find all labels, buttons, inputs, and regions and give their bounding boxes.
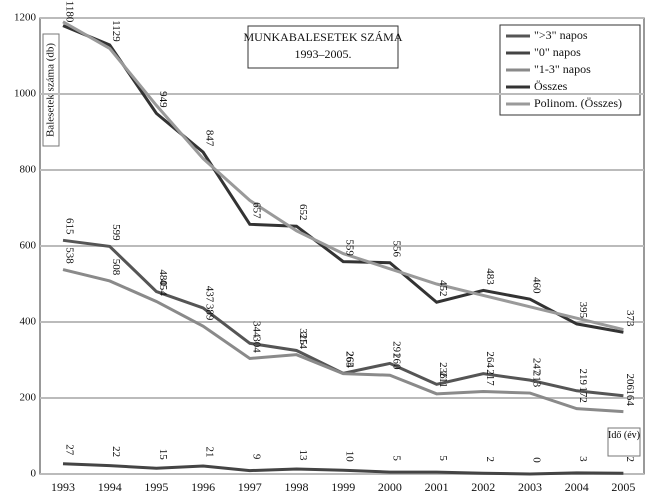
data-label: 483	[484, 268, 496, 285]
series-line	[62, 268, 624, 414]
data-label: 247	[530, 358, 542, 375]
x-tick-label: 1994	[98, 480, 122, 494]
x-tick-label: 2003	[518, 480, 542, 494]
x-tick-label: 1993	[51, 480, 75, 494]
data-label: 206	[624, 373, 636, 390]
y-label-box	[42, 33, 60, 147]
data-label: 344	[250, 321, 262, 338]
y-axis-label: Balesetek száma (db)	[45, 43, 57, 137]
data-label: 2	[624, 456, 636, 462]
chart-subtitle: 1993–2005.	[295, 47, 352, 61]
data-label: 949	[157, 91, 169, 108]
y-tick-label: 0	[31, 468, 37, 480]
data-label: 657	[250, 202, 262, 219]
legend-label: "1-3" napos	[534, 62, 591, 76]
data-label: 847	[204, 130, 216, 147]
legend-label: Összes	[534, 79, 568, 93]
data-label: 211	[437, 372, 449, 388]
data-label: 1129	[110, 20, 122, 42]
data-label: 22	[110, 446, 122, 457]
series-line	[62, 462, 624, 476]
x-label-wrap: Idő (év)	[608, 430, 640, 441]
data-label: 304	[250, 336, 262, 353]
data-label: 437	[204, 286, 216, 303]
data-label: 373	[624, 310, 636, 327]
data-label: 556	[390, 240, 402, 257]
data-label: 264	[484, 351, 496, 368]
data-label: 452	[437, 280, 449, 297]
y-tick-label: 800	[20, 164, 37, 176]
x-tick-label: 1995	[144, 480, 168, 494]
series-line	[62, 20, 624, 332]
x-tick-label: 1999	[331, 480, 355, 494]
data-label: 599	[110, 224, 122, 241]
data-label: 0	[530, 457, 542, 463]
data-label: 325	[297, 328, 309, 345]
data-label: 10	[344, 451, 356, 463]
x-tick-label: 2004	[565, 480, 589, 494]
x-tick-label: 2001	[425, 480, 449, 494]
y-tick-label: 1000	[14, 88, 37, 100]
data-label: 1180	[63, 1, 75, 23]
data-label: 395	[577, 302, 589, 319]
data-label: 538	[63, 247, 75, 264]
data-label: 3	[577, 456, 589, 462]
data-label: 508	[110, 259, 122, 276]
title-box	[247, 25, 399, 69]
data-label: 264	[344, 351, 356, 368]
x-tick-label: 1998	[285, 480, 309, 494]
legend-label: "0" napos	[534, 45, 581, 59]
data-label: 164	[624, 389, 636, 406]
data-label: 15	[157, 449, 169, 461]
y-tick-label: 200	[20, 392, 37, 404]
x-tick-label: 2002	[471, 480, 495, 494]
data-label: 213	[530, 371, 542, 388]
data-label: 460	[530, 277, 542, 294]
data-label: 559	[344, 239, 356, 256]
data-label: 265	[344, 351, 356, 368]
legend-label: ">3" napos	[534, 28, 588, 42]
data-label: 219	[577, 369, 589, 386]
chart-title: MUNKABALESETEK SZÁMA	[244, 30, 403, 44]
x-tick-label: 1997	[238, 480, 262, 494]
data-label: 5	[437, 455, 449, 461]
series-line	[62, 24, 624, 334]
x-tick-label: 2000	[378, 480, 402, 494]
data-label: 21	[204, 447, 216, 458]
data-label: 13	[297, 450, 309, 462]
data-label: 27	[63, 444, 75, 456]
data-label: 480	[157, 269, 169, 286]
data-label: 291	[390, 341, 402, 358]
data-label: 2	[484, 456, 496, 462]
y-tick-label: 1200	[14, 12, 37, 24]
data-label: 615	[63, 218, 75, 235]
x-tick-label: 2005	[611, 480, 635, 494]
data-label: 172	[577, 386, 589, 403]
data-label: 652	[297, 204, 309, 221]
y-tick-label: 600	[20, 240, 37, 252]
data-label: 454	[157, 279, 169, 296]
legend-label: Polinom. (Összes)	[534, 96, 622, 110]
data-label: 260	[390, 353, 402, 370]
data-label: 217	[484, 369, 496, 386]
data-label: 389	[204, 304, 216, 321]
x-axis-label: Idő (év)	[608, 430, 640, 441]
x-label-box	[607, 427, 641, 457]
data-label: 9	[250, 454, 262, 460]
data-label: 236	[437, 362, 449, 379]
data-label: 5	[390, 455, 402, 461]
y-tick-label: 400	[20, 316, 37, 328]
x-tick-label: 1996	[191, 480, 215, 494]
data-label: 314	[297, 332, 309, 349]
